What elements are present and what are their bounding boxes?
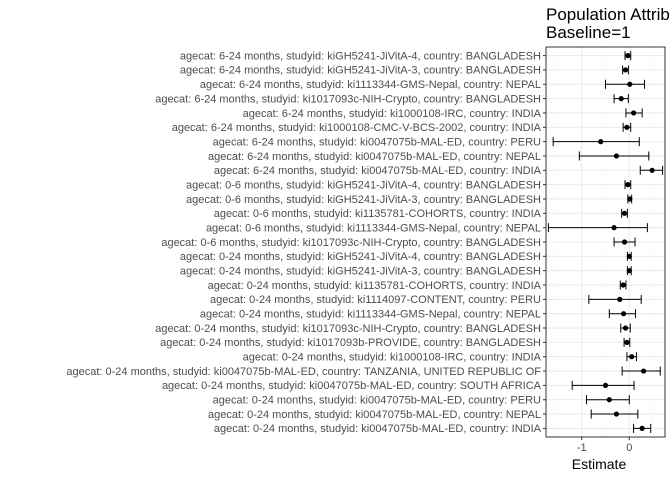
row-label: agecat: 0-24 months, studyid: kiGH5241-J… [180, 265, 541, 277]
estimate-row [626, 352, 637, 362]
row-label: agecat: 0-24 months, studyid: ki1135781-… [208, 280, 542, 292]
estimate-point [617, 296, 623, 302]
row-label: agecat: 6-24 months, studyid: ki1000108-… [172, 122, 542, 134]
estimate-row [639, 165, 664, 175]
chart-title-line-2: Baseline=1 [546, 23, 631, 42]
estimate-row [633, 423, 652, 433]
estimate-point [621, 210, 628, 216]
row-label: agecat: 0-24 months, studyid: ki0047075b… [66, 366, 541, 378]
estimate-row [626, 251, 632, 261]
row-label: agecat: 0-24 months, studyid: ki1114097-… [210, 294, 541, 306]
estimate-row [613, 94, 629, 104]
estimate-point [602, 382, 609, 388]
row-labels: agecat: 6-24 months, studyid: kiGH5241-J… [66, 50, 546, 435]
estimate-point [611, 225, 617, 231]
estimate-row [622, 65, 629, 75]
row-label: agecat: 0-24 months, studyid: ki0047075b… [213, 395, 541, 407]
estimate-point [627, 196, 633, 202]
row-label: agecat: 0-24 months, studyid: ki0047075b… [208, 409, 541, 421]
estimate-row [578, 151, 650, 161]
estimate-marks [547, 51, 664, 433]
estimate-point [649, 167, 655, 173]
estimate-point [629, 354, 635, 360]
row-label: agecat: 0-24 months, studyid: ki1017093b… [160, 337, 541, 349]
chart-title-line-1: Population Attrib [546, 5, 670, 24]
estimate-row [625, 108, 643, 118]
estimate-point [622, 325, 629, 331]
x-tick-label: -1 [577, 442, 587, 454]
row-label: agecat: 0-6 months, studyid: kiGH5241-Ji… [186, 194, 541, 206]
estimate-point [620, 311, 627, 317]
estimate-point [618, 96, 624, 102]
estimate-point [620, 282, 626, 288]
estimate-point [630, 110, 637, 116]
row-label: agecat: 0-6 months, studyid: ki1113344-G… [206, 222, 541, 234]
estimate-point [627, 81, 633, 87]
grid-lines [546, 47, 665, 437]
estimate-row [605, 79, 646, 89]
row-label: agecat: 0-6 months, studyid: kiGH5241-Ji… [186, 179, 541, 191]
estimate-row [608, 309, 636, 319]
row-label: agecat: 0-24 months, studyid: ki1000108-… [243, 352, 542, 364]
estimate-row [626, 266, 632, 276]
estimate-row [571, 380, 635, 390]
row-label: agecat: 0-6 months, studyid: ki1135781-C… [214, 208, 542, 220]
x-tick-label: 0 [626, 442, 632, 454]
estimate-row [547, 223, 648, 233]
estimate-row [620, 323, 631, 333]
estimate-row [590, 409, 639, 419]
estimate-point [626, 253, 632, 259]
estimate-row [619, 280, 627, 290]
x-axis: -1 0 [577, 437, 632, 454]
estimate-point [598, 139, 604, 145]
estimate-row [622, 122, 632, 132]
row-label: agecat: 6-24 months, studyid: kiGH5241-J… [180, 65, 541, 77]
estimate-row [627, 194, 633, 204]
estimate-point [613, 153, 620, 159]
row-label: agecat: 6-24 months, studyid: ki0047075b… [214, 165, 542, 177]
estimate-row [624, 180, 632, 190]
estimate-row [585, 395, 630, 405]
estimate-row [621, 366, 661, 376]
estimate-point [625, 182, 631, 188]
estimate-row [624, 51, 632, 61]
estimate-point [624, 339, 630, 345]
row-label: agecat: 0-24 months, studyid: ki0047075b… [214, 423, 542, 435]
estimate-row [621, 208, 628, 218]
panel-border [545, 46, 666, 438]
estimate-point [639, 425, 645, 431]
estimate-point [621, 239, 628, 245]
estimate-point [606, 397, 612, 403]
row-label: agecat: 6-24 months, studyid: ki1000108-… [243, 108, 542, 120]
estimate-point [613, 411, 620, 417]
row-label: agecat: 0-24 months, studyid: ki0047075b… [162, 380, 542, 392]
estimate-row [623, 337, 631, 347]
estimate-point [626, 268, 632, 274]
x-axis-title: Estimate [572, 456, 627, 472]
row-label: agecat: 0-24 months, studyid: ki1113344-… [200, 308, 541, 320]
row-label: agecat: 6-24 months, studyid: ki1113344-… [200, 79, 541, 91]
estimate-row [613, 237, 636, 247]
row-label: agecat: 6-24 months, studyid: ki0047075b… [213, 136, 541, 148]
row-label: agecat: 0-6 months, studyid: ki1017093c-… [161, 237, 541, 249]
estimate-row [588, 294, 642, 304]
estimate-point [622, 67, 629, 73]
row-label: agecat: 0-24 months, studyid: kiGH5241-J… [180, 251, 541, 263]
estimate-row [552, 137, 640, 147]
row-label: agecat: 6-24 months, studyid: kiGH5241-J… [180, 50, 541, 62]
estimate-point [624, 124, 630, 130]
row-label: agecat: 6-24 months, studyid: ki1017093c… [155, 93, 541, 105]
row-label: agecat: 6-24 months, studyid: ki0047075b… [208, 151, 541, 163]
estimate-point [640, 368, 647, 374]
row-label: agecat: 0-24 months, studyid: ki1017093c… [155, 323, 541, 335]
estimate-point [625, 53, 631, 59]
